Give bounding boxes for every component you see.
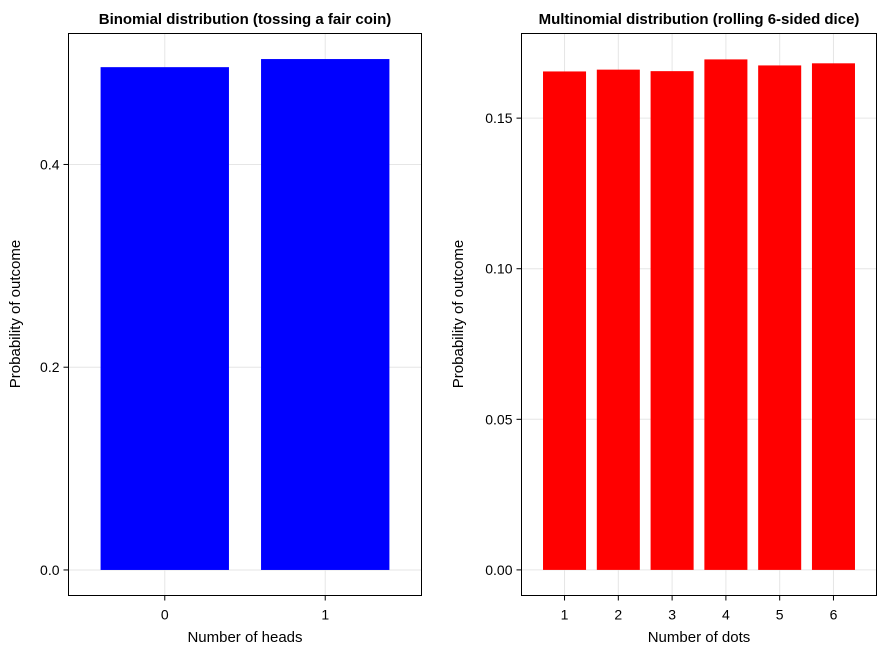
binomial-y-axis-label: Probability of outcome <box>7 240 24 388</box>
binomial-x-axis-label: Number of heads <box>187 629 302 646</box>
multinomial-chart-title: Multinomial distribution (rolling 6-side… <box>539 11 860 28</box>
multinomial-bar-2 <box>596 69 640 570</box>
binomial-bar-1 <box>261 59 390 570</box>
multinomial-x-tick-1: 1 <box>561 607 569 623</box>
binomial-bar-0 <box>100 67 229 570</box>
binomial-y-tick-1: 0.2 <box>40 359 60 375</box>
multinomial-chart: 1 2 3 4 5 6 0.00 0.05 0.10 0.15 Multinomial distr… <box>450 11 877 646</box>
multinomial-bar-3 <box>650 71 694 570</box>
multinomial-y-axis-label: Probability of outcome <box>450 240 467 388</box>
multinomial-x-tick-4: 4 <box>722 607 730 623</box>
multinomial-y-tick-2: 0.10 <box>485 261 512 277</box>
binomial-y-tick-0: 0.0 <box>40 562 60 578</box>
multinomial-bar-4 <box>704 59 748 570</box>
multinomial-y-tick-3: 0.15 <box>485 110 512 126</box>
multinomial-y-tick-0: 0.00 <box>485 562 512 578</box>
binomial-plot-frame <box>68 33 422 596</box>
multinomial-x-tick-3: 3 <box>668 607 676 623</box>
multinomial-bar-5 <box>758 65 802 570</box>
multinomial-plot-frame <box>521 33 877 596</box>
multinomial-bar-6 <box>811 63 855 570</box>
multinomial-x-tick-6: 6 <box>830 607 838 623</box>
multinomial-bar-1 <box>543 71 587 570</box>
binomial-chart: 0 1 0.0 0.2 0.4 Binomial distribution (tossi… <box>7 11 422 646</box>
binomial-y-tick-2: 0.4 <box>40 156 60 172</box>
binomial-x-tick-1: 1 <box>321 607 329 623</box>
multinomial-x-axis-label: Number of dots <box>648 629 751 646</box>
multinomial-x-tick-5: 5 <box>776 607 784 623</box>
binomial-x-tick-0: 0 <box>161 607 169 623</box>
multinomial-x-tick-2: 2 <box>614 607 622 623</box>
multinomial-y-tick-1: 0.05 <box>485 411 512 427</box>
binomial-chart-title: Binomial distribution (tossing a fair co… <box>99 11 392 28</box>
